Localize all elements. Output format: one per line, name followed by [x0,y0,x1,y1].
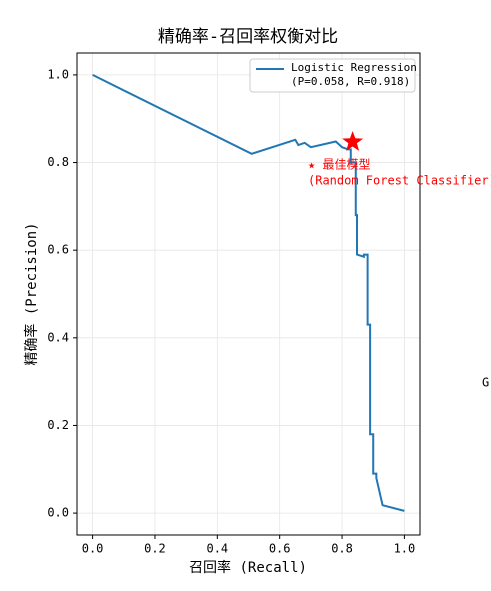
y-tick-label: 1.0 [47,67,69,81]
y-tick-label: 0.4 [47,330,69,344]
x-axis-label: 召回率 (Recall) [189,559,307,576]
pr-curve [92,74,405,512]
x-tick-label: 1.0 [394,542,416,556]
x-tick-label: 0.4 [206,542,228,556]
plot-frame [76,52,421,536]
legend-label-detail: (P=0.058, R=0.918) [291,75,410,88]
legend: Logistic Regression(P=0.058, R=0.918) [249,58,417,93]
x-tick-label: 0.0 [82,542,104,556]
y-axis-label: 精确率 (Precision) [23,222,40,365]
y-tick-label: 0.8 [47,155,69,169]
x-tick-label: 0.8 [331,542,353,556]
best-point [342,131,364,151]
legend-box [249,58,416,93]
y-tick-label: 0.0 [47,506,69,520]
chart-title: 精确率-召回率权衡对比 [158,27,338,47]
legend-label: Logistic Regression [291,61,417,74]
x-tick-label: 0.2 [144,542,166,556]
side-text: Gr [482,376,491,390]
x-tick-label: 0.6 [269,542,291,556]
best-point-annotation: (Random Forest Classifier) [308,174,491,188]
y-tick-label: 0.2 [47,418,69,432]
best-point-annotation: ★ 最佳模型 [308,158,370,172]
y-tick-label: 0.6 [47,243,69,257]
